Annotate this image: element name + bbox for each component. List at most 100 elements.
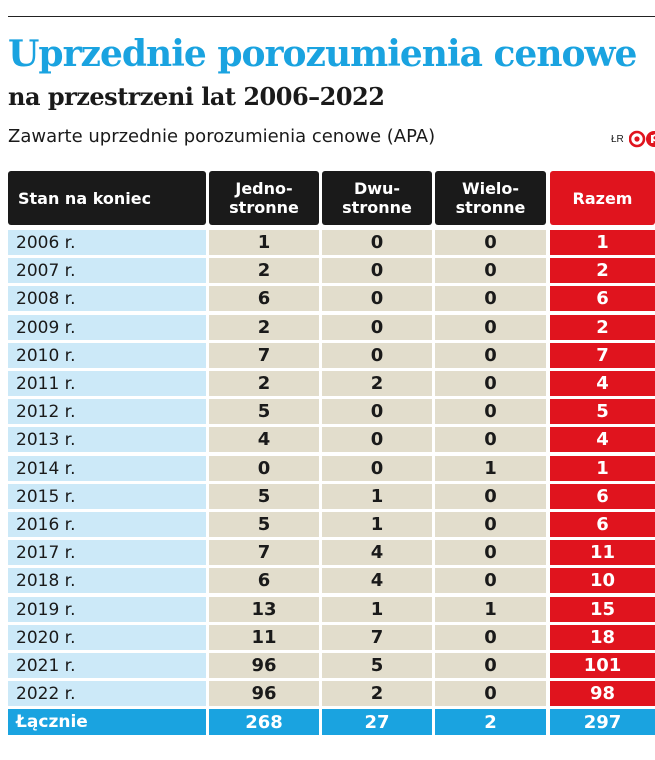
cell-razem: 98 <box>550 681 655 706</box>
cell-wielostronne: 0 <box>435 625 546 650</box>
cell-razem: 10 <box>550 568 655 593</box>
column-header-dwustronne: Dwu-stronne <box>322 171 432 225</box>
cell-wielostronne: 0 <box>435 371 546 396</box>
cell-razem: 101 <box>550 653 655 678</box>
cell-wielostronne: 0 <box>435 540 546 565</box>
cell-razem: 1 <box>550 456 655 481</box>
row-year-label: 2022 r. <box>8 681 206 706</box>
cell-wielostronne: 0 <box>435 315 546 340</box>
cell-razem: 6 <box>550 512 655 537</box>
row-year-label: 2017 r. <box>8 540 206 565</box>
total-razem: 297 <box>550 709 655 735</box>
row-year-label: 2011 r. <box>8 371 206 396</box>
cell-jednostronne: 1 <box>209 230 319 255</box>
total-jednostronne: 268 <box>209 709 319 735</box>
chart-caption: Zawarte uprzednie porozumienia cenowe (A… <box>8 126 436 147</box>
cell-razem: 5 <box>550 399 655 424</box>
cell-jednostronne: 5 <box>209 512 319 537</box>
chart-title: Uprzednie porozumienia cenowe <box>8 33 637 75</box>
cell-jednostronne: 96 <box>209 653 319 678</box>
cell-razem: 6 <box>550 484 655 509</box>
column-header-razem: Razem <box>550 171 655 225</box>
row-year-label: 2009 r. <box>8 315 206 340</box>
column-header-jednostronne: Jedno-stronne <box>209 171 319 225</box>
row-year-label: 2019 r. <box>8 597 206 622</box>
cell-jednostronne: 6 <box>209 286 319 311</box>
cell-razem: 15 <box>550 597 655 622</box>
cell-wielostronne: 0 <box>435 512 546 537</box>
total-dwustronne: 27 <box>322 709 432 735</box>
total-wielostronne: 2 <box>435 709 546 735</box>
row-year-label: 2014 r. <box>8 456 206 481</box>
cell-dwustronne: 1 <box>322 484 432 509</box>
cell-jednostronne: 0 <box>209 456 319 481</box>
cell-dwustronne: 2 <box>322 371 432 396</box>
cell-dwustronne: 0 <box>322 343 432 368</box>
cell-jednostronne: 5 <box>209 484 319 509</box>
cell-jednostronne: 2 <box>209 258 319 283</box>
rp-logo-icon <box>629 129 655 149</box>
cell-jednostronne: 7 <box>209 540 319 565</box>
cell-wielostronne: 1 <box>435 456 546 481</box>
cell-wielostronne: 0 <box>435 427 546 452</box>
row-year-label: 2018 r. <box>8 568 206 593</box>
cell-dwustronne: 7 <box>322 625 432 650</box>
cell-dwustronne: 1 <box>322 597 432 622</box>
row-year-label: 2015 r. <box>8 484 206 509</box>
cell-jednostronne: 11 <box>209 625 319 650</box>
cell-jednostronne: 96 <box>209 681 319 706</box>
column-header-year: Stan na koniec <box>8 171 206 225</box>
row-year-label: 2008 r. <box>8 286 206 311</box>
row-year-label: 2006 r. <box>8 230 206 255</box>
cell-dwustronne: 1 <box>322 512 432 537</box>
cell-razem: 1 <box>550 230 655 255</box>
cell-wielostronne: 0 <box>435 343 546 368</box>
row-year-label: 2012 r. <box>8 399 206 424</box>
cell-dwustronne: 0 <box>322 399 432 424</box>
cell-wielostronne: 0 <box>435 568 546 593</box>
cell-dwustronne: 5 <box>322 653 432 678</box>
cell-wielostronne: 0 <box>435 484 546 509</box>
row-year-label: 2010 r. <box>8 343 206 368</box>
row-year-label: 2013 r. <box>8 427 206 452</box>
cell-dwustronne: 0 <box>322 456 432 481</box>
cell-dwustronne: 4 <box>322 568 432 593</box>
cell-jednostronne: 13 <box>209 597 319 622</box>
cell-wielostronne: 0 <box>435 286 546 311</box>
cell-wielostronne: 0 <box>435 230 546 255</box>
cell-wielostronne: 0 <box>435 653 546 678</box>
cell-razem: 2 <box>550 258 655 283</box>
cell-razem: 18 <box>550 625 655 650</box>
cell-wielostronne: 0 <box>435 681 546 706</box>
row-year-label: 2007 r. <box>8 258 206 283</box>
cell-jednostronne: 7 <box>209 343 319 368</box>
cell-dwustronne: 0 <box>322 230 432 255</box>
cell-razem: 6 <box>550 286 655 311</box>
cell-jednostronne: 2 <box>209 371 319 396</box>
row-year-label: 2020 r. <box>8 625 206 650</box>
cell-jednostronne: 5 <box>209 399 319 424</box>
cell-razem: 11 <box>550 540 655 565</box>
cell-dwustronne: 0 <box>322 258 432 283</box>
chart-subtitle: na przestrzeni lat 2006–2022 <box>8 82 385 111</box>
cell-dwustronne: 4 <box>322 540 432 565</box>
cell-wielostronne: 0 <box>435 399 546 424</box>
author-credit: ŁR <box>611 134 624 145</box>
cell-dwustronne: 0 <box>322 315 432 340</box>
cell-razem: 4 <box>550 427 655 452</box>
cell-wielostronne: 0 <box>435 258 546 283</box>
column-header-wielostronne: Wielo-stronne <box>435 171 546 225</box>
cell-razem: 4 <box>550 371 655 396</box>
cell-jednostronne: 6 <box>209 568 319 593</box>
row-year-label: 2016 r. <box>8 512 206 537</box>
cell-wielostronne: 1 <box>435 597 546 622</box>
totals-label: Łącznie <box>8 709 206 735</box>
cell-jednostronne: 4 <box>209 427 319 452</box>
cell-dwustronne: 2 <box>322 681 432 706</box>
top-rule <box>8 16 655 17</box>
cell-razem: 7 <box>550 343 655 368</box>
cell-dwustronne: 0 <box>322 286 432 311</box>
row-year-label: 2021 r. <box>8 653 206 678</box>
cell-razem: 2 <box>550 315 655 340</box>
